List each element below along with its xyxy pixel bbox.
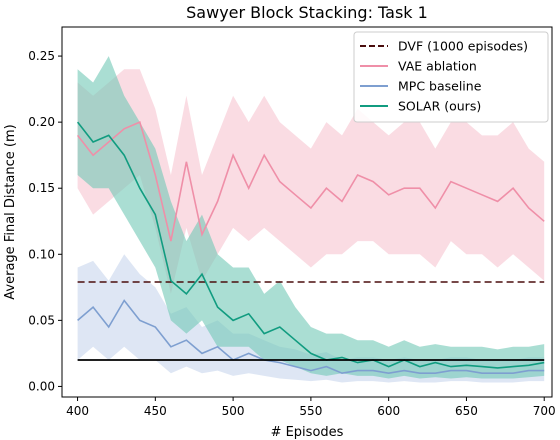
legend-label-vae-ablation: VAE ablation (398, 59, 477, 74)
y-tick-label: 0.05 (28, 313, 55, 327)
x-tick-label: 600 (377, 404, 400, 418)
legend: DVF (1000 episodes) VAE ablation MPC basel… (353, 31, 549, 123)
solar-ours-band (77, 56, 545, 379)
x-axis-ticks: 400 450 500 550 600 650 700 (66, 397, 556, 418)
y-tick-label: 0.25 (28, 49, 55, 63)
legend-label-dvf-1000-episodes: DVF (1000 episodes) (398, 39, 528, 54)
x-tick-label: 450 (144, 404, 167, 418)
x-tick-label: 500 (222, 404, 245, 418)
chart-title: Sawyer Block Stacking: Task 1 (186, 3, 428, 22)
y-axis-label: Average Final Distance (m) (3, 124, 18, 299)
legend-label-solar-ours: SOLAR (ours) (398, 99, 481, 114)
x-tick-label: 550 (299, 404, 322, 418)
legend-label-mpc-baseline: MPC baseline (398, 79, 482, 94)
legend-box (353, 31, 549, 123)
y-tick-label: 0.20 (28, 115, 55, 129)
x-axis-label: # Episodes (271, 425, 344, 440)
y-axis-ticks: 0.00 0.05 0.10 0.15 0.20 0.25 (28, 49, 62, 393)
y-tick-label: 0.00 (28, 379, 55, 393)
series-lines (76, 121, 545, 375)
plot-frame (61, 26, 553, 398)
confidence-bands (77, 56, 545, 383)
x-tick-label: 650 (455, 404, 478, 418)
y-tick-label: 0.10 (28, 247, 55, 261)
x-tick-label: 400 (66, 404, 89, 418)
y-tick-label: 0.15 (28, 181, 55, 195)
mpc-baseline-band (77, 254, 545, 383)
x-tick-label: 700 (533, 404, 556, 418)
